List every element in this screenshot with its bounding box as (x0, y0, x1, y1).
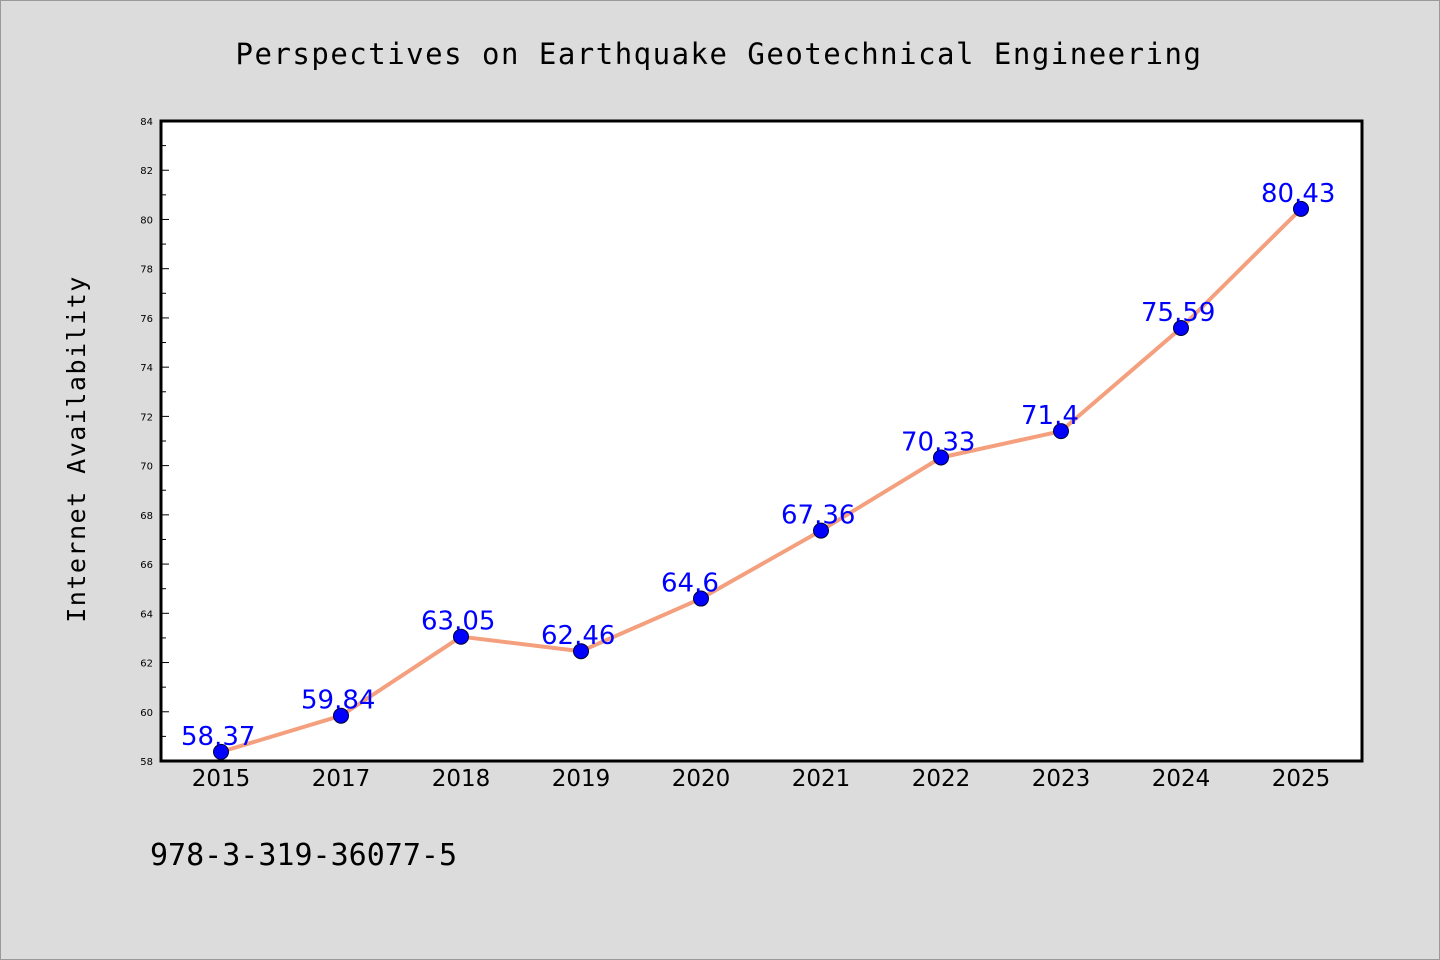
y-tick-label: 84 (140, 117, 153, 128)
data-point (213, 743, 229, 760)
x-tick-label: 2018 (432, 766, 491, 792)
x-tick-label: 2021 (792, 766, 851, 792)
data-point (813, 522, 829, 539)
x-tick-label: 2025 (1272, 766, 1331, 792)
chart-title: Perspectives on Earthquake Geotechnical … (236, 37, 1203, 71)
data-label: 80.43 (1261, 179, 1335, 209)
data-label: 64.6 (661, 569, 719, 599)
data-markers (213, 200, 1309, 760)
data-point (573, 643, 589, 660)
y-tick-label: 76 (140, 314, 153, 325)
plot-area (159, 119, 1364, 763)
data-point (933, 449, 949, 466)
data-label: 67.36 (781, 501, 855, 531)
data-label: 58.37 (181, 722, 255, 752)
x-tick-label: 2015 (192, 766, 251, 792)
footer-text: 978-3-319-36077-5 (150, 838, 457, 873)
y-tick-label: 78 (140, 265, 153, 276)
x-tick-label: 2023 (1032, 766, 1091, 792)
x-tick-label: 2020 (672, 766, 731, 792)
data-label: 75.59 (1141, 298, 1215, 328)
y-tick-label: 80 (140, 215, 153, 226)
x-axis-ticks: 2015 2017 2018 2019 2020 2021 2022 2023 2024 2025 (192, 766, 1331, 792)
x-tick-label: 2019 (552, 766, 611, 792)
data-label: 71.4 (1021, 401, 1079, 431)
y-tick-label: 68 (140, 511, 153, 522)
data-labels: 58.37 59.84 63.05 62.46 64.6 67.36 70.33 71.4 75… (181, 179, 1335, 752)
y-tick-label: 70 (140, 462, 153, 473)
y-tick-label: 60 (140, 708, 153, 719)
data-point (1053, 423, 1069, 440)
x-tick-label: 2022 (912, 766, 971, 792)
data-point (333, 707, 349, 724)
data-label: 62.46 (541, 621, 615, 651)
data-label: 70.33 (901, 427, 975, 457)
y-tick-label: 64 (140, 609, 153, 620)
data-point (693, 590, 709, 607)
y-tick-label: 58 (140, 757, 153, 768)
data-point (1293, 200, 1309, 217)
x-tick-label: 2017 (312, 766, 371, 792)
y-tick-label: 66 (140, 560, 153, 571)
data-point (1173, 320, 1189, 337)
data-label: 63.05 (421, 607, 495, 637)
data-label: 59.84 (301, 686, 375, 716)
series-line (219, 206, 1303, 754)
y-tick-label: 82 (140, 166, 153, 177)
y-axis-ticks: 58 60 62 64 66 68 70 72 74 76 78 80 82 84 (140, 117, 169, 768)
data-point (453, 628, 469, 645)
y-tick-label: 62 (140, 659, 153, 670)
y-axis-label: Internet Availability (62, 275, 91, 623)
y-tick-label: 74 (140, 363, 153, 374)
y-tick-label: 72 (140, 412, 153, 423)
x-tick-label: 2024 (1152, 766, 1211, 792)
